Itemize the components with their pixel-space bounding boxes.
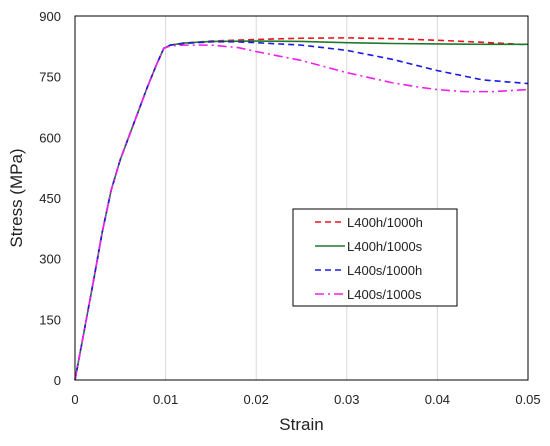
y-axis-title: Stress (MPa) [7,148,26,247]
legend-box [292,208,458,307]
y-tick-label: 300 [39,252,61,267]
x-tick-label: 0.02 [244,392,269,407]
y-tick-label: 900 [39,9,61,24]
y-tick-label: 150 [39,312,61,327]
legend-label-2: L400h/1000s [347,239,423,254]
legend-label-3: L400s/1000h [347,263,422,278]
y-tick-label: 750 [39,70,61,85]
y-tick-label: 0 [54,373,61,388]
x-tick-label: 0.01 [153,392,178,407]
plot-area-frame [74,15,529,381]
legend: L400h/1000h L400h/1000s L400s/1000h L400s/1… [292,208,458,307]
x-tick-label: 0.05 [515,392,540,407]
axis-ticks: 0 0.01 0.02 0.03 0.04 0.05 0 150 300 450 600 750 900 [39,9,540,407]
x-axis-title: Strain [279,415,323,434]
x-tick-label: 0.04 [425,392,450,407]
legend-label-4: L400s/1000s [347,287,422,302]
grid-lines [165,16,438,380]
legend-label-1: L400h/1000h [347,215,423,230]
x-tick-label: 0 [71,392,78,407]
series-line-4 [74,44,529,381]
x-tick-label: 0.03 [334,392,359,407]
y-tick-label: 450 [39,191,61,206]
series-lines [74,37,529,381]
y-tick-label: 600 [39,130,61,145]
